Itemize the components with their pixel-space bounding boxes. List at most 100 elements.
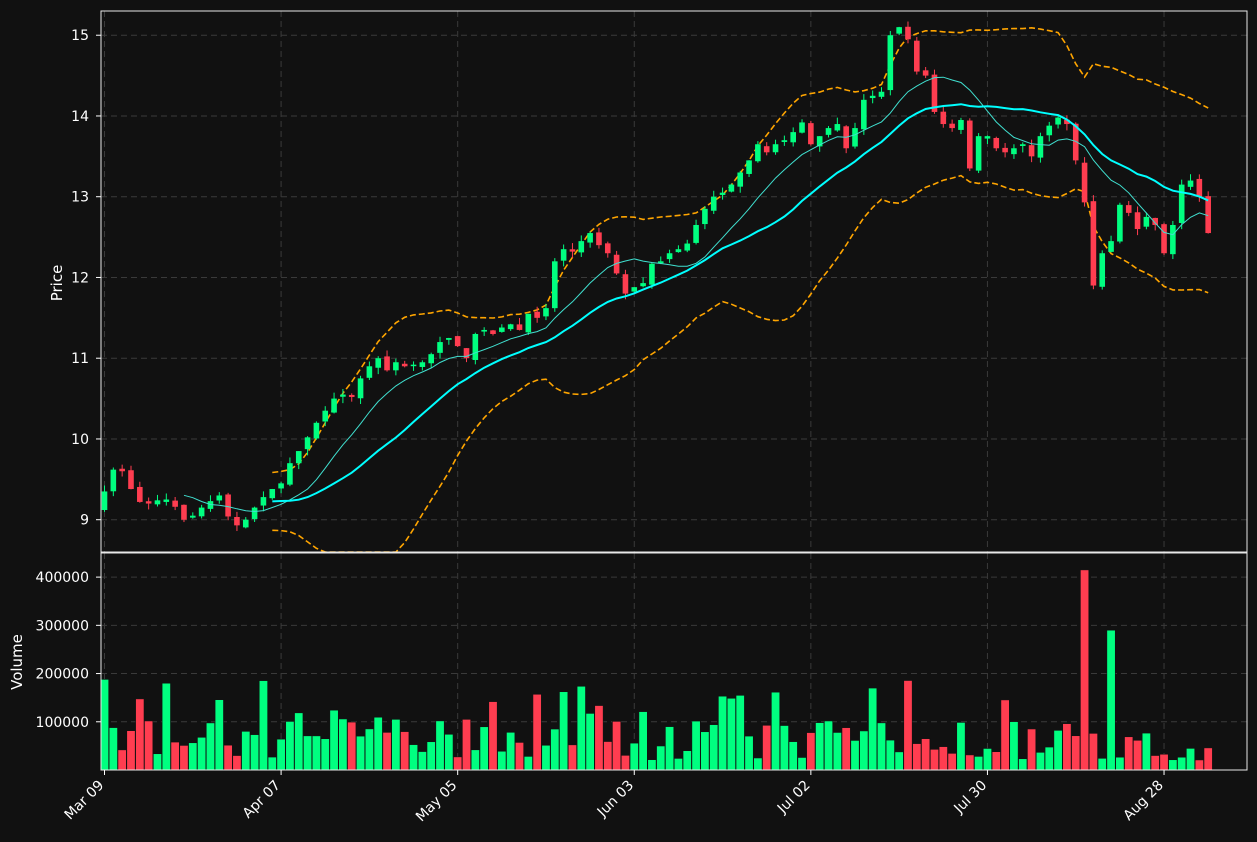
candle-body-68 — [702, 208, 708, 225]
candle-body-70 — [719, 192, 726, 195]
candle-86 — [861, 94, 867, 135]
candle-body-67 — [693, 224, 699, 243]
candle-44 — [490, 329, 496, 336]
candle-body-52 — [560, 249, 567, 261]
candle-body-87 — [869, 95, 876, 99]
candle-107 — [1046, 121, 1053, 142]
candle-body-56 — [596, 232, 602, 246]
volume-bar-64 — [665, 726, 675, 771]
candle-body-7 — [163, 499, 170, 502]
candle-120 — [1161, 222, 1167, 255]
price-grid — [101, 11, 1247, 552]
candle-25 — [322, 406, 329, 427]
volume-bar-18 — [258, 680, 268, 771]
candle-body-121 — [1170, 224, 1176, 255]
candle-7 — [163, 493, 170, 506]
volume-bar-46 — [506, 731, 516, 771]
volume-bar-33 — [391, 719, 401, 771]
volume-bar-68 — [700, 731, 710, 771]
volume-bar-80 — [806, 732, 816, 771]
candle-42 — [472, 332, 479, 365]
candle-body-76 — [772, 144, 779, 153]
candle-122 — [1178, 179, 1185, 230]
volume-bar-6 — [152, 753, 162, 771]
candle-31 — [375, 356, 382, 375]
moving-averages — [183, 76, 1209, 513]
sma-slow-line — [272, 103, 1209, 503]
candle-20 — [278, 481, 284, 494]
volume-bar-53 — [567, 744, 577, 771]
candle-54 — [578, 235, 585, 257]
candle-19 — [269, 488, 276, 500]
candle-body-17 — [251, 507, 258, 520]
volume-bar-37 — [426, 741, 436, 771]
candle-123 — [1187, 174, 1194, 190]
volume-bar-17 — [250, 734, 260, 771]
candle-64 — [666, 249, 673, 263]
candle-body-2 — [119, 468, 125, 472]
candle-body-53 — [569, 249, 576, 252]
candle-121 — [1170, 220, 1176, 260]
volume-bar-94 — [929, 749, 939, 771]
volume-bar-44 — [488, 701, 498, 771]
candle-111 — [1081, 157, 1088, 207]
candle-body-108 — [1055, 117, 1061, 125]
volume-bar-91 — [903, 680, 913, 771]
volume-bar-28 — [347, 721, 357, 771]
volume-bar-1 — [108, 727, 118, 771]
candle-17 — [251, 506, 258, 523]
candle-92 — [914, 37, 920, 75]
candle-body-83 — [834, 124, 841, 131]
candle-18 — [260, 491, 267, 512]
volume-bar-41 — [462, 719, 472, 771]
volume-bar-54 — [576, 685, 586, 771]
candle-4 — [137, 481, 143, 503]
candle-body-75 — [763, 146, 770, 153]
volume-bar-73 — [744, 735, 754, 771]
volume-bar-23 — [303, 735, 313, 771]
volume-bar-76 — [771, 691, 781, 771]
candle-114 — [1108, 235, 1114, 253]
candle-body-89 — [887, 35, 894, 91]
candle-body-119 — [1152, 217, 1159, 225]
volume-bar-111 — [1080, 569, 1090, 771]
candle-body-29 — [357, 378, 364, 399]
candle-body-63 — [657, 261, 664, 264]
volume-bar-97 — [956, 722, 966, 771]
volume-bar-59 — [620, 755, 630, 771]
candle-body-120 — [1161, 224, 1167, 254]
volume-bar-13 — [214, 699, 224, 771]
candle-10 — [189, 512, 196, 519]
candle-102 — [1002, 143, 1008, 158]
candle-body-117 — [1134, 212, 1141, 230]
volume-bar-98 — [965, 754, 975, 771]
candle-body-66 — [684, 243, 691, 251]
candle-95 — [940, 105, 947, 128]
candle-body-8 — [172, 500, 178, 507]
candle-body-94 — [931, 74, 938, 112]
volume-bar-51 — [550, 728, 560, 771]
volume-bar-25 — [320, 738, 330, 771]
candle-81 — [816, 136, 823, 152]
volume-bar-78 — [788, 741, 798, 771]
candle-97 — [958, 117, 964, 135]
volume-bar-42 — [470, 749, 480, 771]
candle-body-30 — [366, 366, 373, 378]
candle-body-103 — [1011, 148, 1017, 155]
volume-bar-39 — [444, 733, 454, 771]
candle-body-1 — [110, 469, 117, 492]
candle-35 — [410, 361, 417, 371]
volume-axis-label: Volume — [8, 634, 26, 690]
candle-body-42 — [472, 333, 479, 360]
candle-91 — [905, 21, 911, 44]
volume-bar-0 — [100, 679, 110, 771]
candle-74 — [755, 141, 761, 163]
candle-83 — [834, 117, 841, 132]
candle-113 — [1099, 250, 1106, 290]
candle-5 — [145, 497, 152, 510]
candle-1 — [110, 467, 117, 497]
volume-bar-21 — [285, 721, 295, 771]
candle-body-14 — [225, 494, 231, 517]
volume-bar-8 — [170, 741, 180, 771]
